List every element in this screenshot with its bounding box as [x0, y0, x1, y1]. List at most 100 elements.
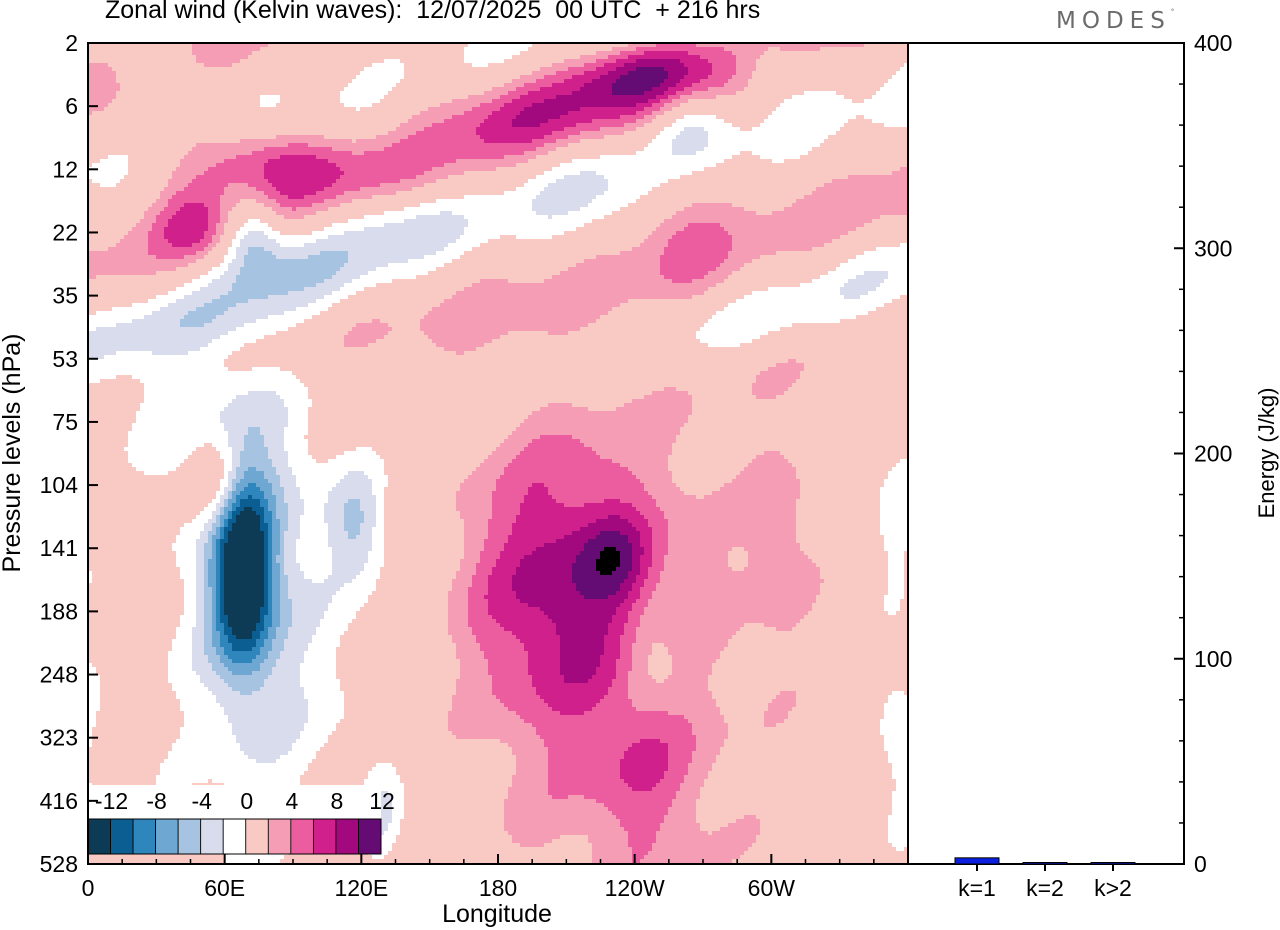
contour-cell — [692, 399, 908, 403]
colorbar-label: 0 — [240, 788, 253, 814]
contour-cell — [512, 587, 576, 591]
contour-cell — [628, 695, 712, 699]
contour-cell — [152, 223, 168, 227]
contour-cell — [292, 603, 328, 607]
contour-cell — [288, 143, 308, 147]
contour-cell — [628, 839, 656, 843]
contour-cell — [728, 563, 748, 567]
contour-cell — [752, 843, 892, 847]
contour-cell — [400, 831, 508, 835]
contour-cell — [216, 647, 224, 651]
contour-cell — [800, 483, 884, 487]
contour-cell — [620, 819, 664, 823]
contour-cell — [252, 691, 304, 695]
contour-cell — [788, 459, 900, 463]
contour-cell — [492, 111, 520, 115]
contour-cell — [468, 607, 488, 611]
contour-cell — [208, 207, 220, 211]
contour-cell — [684, 87, 708, 91]
contour-cell — [628, 539, 640, 543]
contour-cell — [672, 151, 696, 155]
contour-cell — [496, 479, 640, 483]
contour-cell — [500, 443, 528, 447]
contour-cell — [492, 683, 532, 687]
contour-cell — [604, 547, 616, 551]
contour-cell — [748, 551, 804, 555]
contour-cell — [384, 503, 456, 507]
contour-cell — [88, 855, 224, 859]
contour-cell — [652, 111, 664, 115]
contour-cell — [224, 647, 232, 651]
contour-cell — [204, 623, 212, 627]
contour-cell — [752, 391, 784, 395]
contour-cell — [264, 563, 268, 567]
contour-cell — [604, 651, 620, 655]
contour-cell — [344, 715, 448, 719]
contour-cell — [216, 699, 308, 703]
contour-cell — [592, 79, 616, 83]
contour-cell — [812, 607, 884, 611]
contour-cell — [672, 667, 712, 671]
contour-cell — [88, 387, 144, 391]
contour-cell — [220, 555, 224, 559]
contour-cell — [272, 571, 280, 575]
contour-cell — [548, 751, 624, 755]
contour-cell — [228, 495, 232, 499]
contour-cell — [224, 651, 260, 655]
contour-cell — [592, 675, 616, 679]
contour-cell — [268, 223, 332, 227]
contour-cell — [616, 663, 632, 667]
contour-cell — [460, 663, 488, 667]
contour-cell — [636, 579, 644, 583]
contour-cell — [540, 435, 572, 439]
contour-cell — [708, 771, 892, 775]
contour-cell — [272, 575, 280, 579]
contour-cell — [744, 207, 784, 211]
contour-cell — [744, 467, 796, 471]
contour-cell — [376, 283, 472, 287]
contour-cell — [180, 463, 224, 467]
contour-cell — [88, 515, 196, 519]
contour-cell — [576, 555, 600, 559]
contour-cell — [652, 231, 676, 235]
colorbar-label: -8 — [146, 788, 166, 814]
contour-cell — [776, 627, 792, 631]
contour-cell — [456, 499, 492, 503]
contour-cell — [724, 483, 800, 487]
contour-cell — [476, 467, 504, 471]
contour-cell — [600, 655, 620, 659]
contour-cell — [236, 395, 280, 399]
contour-cell — [608, 71, 628, 75]
contour-cell — [620, 647, 632, 651]
contour-cell — [204, 547, 212, 551]
contour-cell — [344, 507, 360, 511]
contour-cell — [148, 207, 164, 211]
contour-cell — [824, 579, 888, 583]
contour-cell — [724, 715, 764, 719]
contour-cell — [212, 627, 216, 631]
contour-cell — [384, 523, 464, 527]
contour-cell — [748, 83, 884, 87]
contour-cell — [228, 471, 236, 475]
contour-cell — [232, 723, 304, 727]
contour-cell — [264, 191, 280, 195]
contour-cell — [88, 47, 192, 51]
contour-cell — [528, 667, 560, 671]
contour-cell — [640, 739, 660, 743]
contour-cell — [280, 571, 284, 575]
contour-cell — [204, 575, 208, 579]
contour-cell — [268, 523, 272, 527]
contour-cell — [224, 407, 288, 411]
contour-cell — [624, 827, 660, 831]
contour-cell — [216, 695, 304, 699]
contour-cell — [212, 527, 216, 531]
contour-cell — [636, 575, 648, 579]
contour-cell — [308, 415, 528, 419]
contour-cell — [620, 823, 660, 827]
contour-cell — [204, 595, 212, 599]
contour-cell — [372, 591, 448, 595]
contour-cell — [88, 143, 196, 147]
contour-cell — [488, 671, 528, 675]
contour-cell — [88, 251, 148, 255]
contour-cell — [88, 431, 128, 435]
